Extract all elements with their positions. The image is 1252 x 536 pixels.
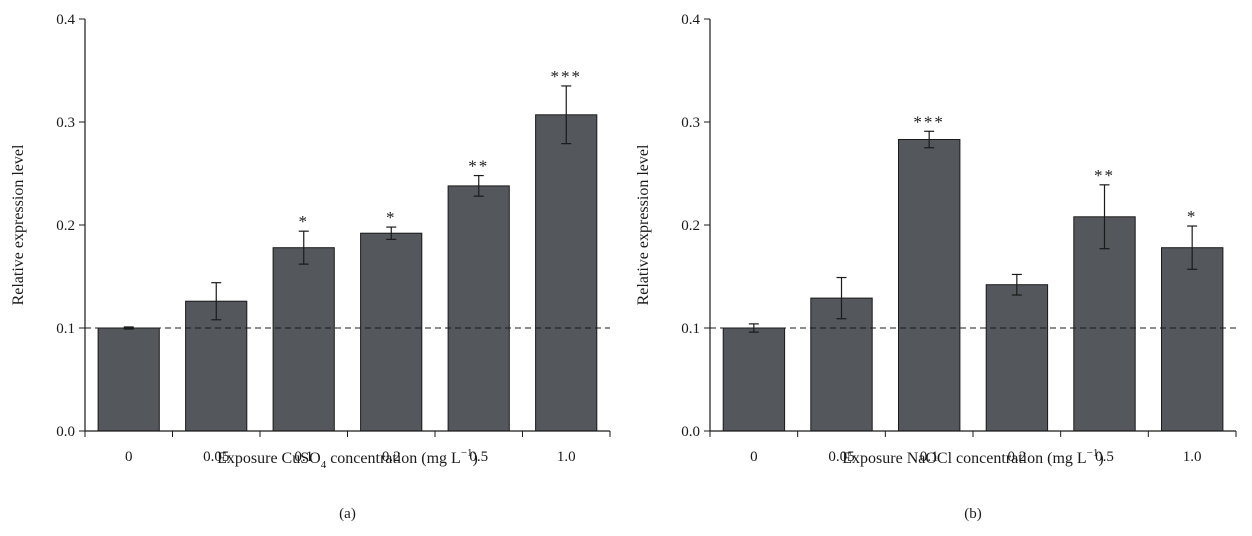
significance-label: * [386, 208, 397, 227]
y-tick-label: 0.0 [681, 424, 700, 440]
bar [360, 232, 423, 432]
bar [1073, 216, 1136, 432]
x-tick-label: 0.05 [828, 449, 854, 465]
x-tick-label: 1.0 [1183, 449, 1202, 465]
x-axis-title-superscript: −1 [461, 447, 473, 459]
significance-label: ** [1094, 166, 1115, 185]
significance-label: *** [913, 112, 945, 131]
y-tick-label: 0.2 [681, 218, 700, 234]
x-tick-label: 0.5 [469, 449, 488, 465]
x-axis-title-part: Exposure NaOCl concentration (mg L [842, 450, 1086, 467]
y-tick-label: 0.1 [56, 321, 75, 337]
x-axis-title: Exposure CuSO4 concentration (mg L−1) [217, 447, 478, 471]
x-tick-label: 0.1 [294, 449, 313, 465]
x-tick-label: 0 [750, 449, 758, 465]
y-tick-label: 0.3 [681, 115, 700, 131]
x-axis-title-part: ) [1098, 450, 1103, 467]
x-tick-label: 0.2 [1007, 449, 1026, 465]
chart-panel-b: 0 0.05 *** 0.1 0.2 ** 0.5 * 1.0 0.0 0.1 0.2 0.3 0.4 Re… [635, 12, 1237, 522]
x-axis-title: Exposure NaOCl concentration (mg L−1) [842, 447, 1103, 467]
bar [810, 297, 873, 432]
y-tick-label: 0.1 [681, 321, 700, 337]
significance-label: *** [551, 67, 583, 86]
x-axis-title-part: Exposure CuSO [217, 450, 321, 467]
bar [97, 327, 160, 432]
y-axis-title: Relative expression level [635, 144, 652, 305]
y-tick-label: 0.4 [56, 12, 75, 28]
significance-label: * [299, 212, 310, 231]
y-tick-label: 0.0 [56, 424, 75, 440]
bar [898, 139, 961, 432]
significance-label: * [1187, 207, 1198, 226]
panel-label: (b) [964, 506, 982, 522]
x-axis-title-subscript: 4 [321, 459, 327, 471]
bar [985, 284, 1049, 432]
y-tick-label: 0.4 [681, 12, 700, 28]
x-axis-title-superscript: −1 [1087, 447, 1099, 459]
bar [185, 300, 248, 432]
x-tick-label: 0.05 [203, 449, 229, 465]
y-axis-title: Relative expression level [10, 144, 27, 305]
panel-label: (a) [339, 506, 356, 522]
bar [1161, 247, 1224, 432]
x-tick-label: 0.2 [382, 449, 401, 465]
x-axis-title-part: concentration (mg L [326, 450, 461, 467]
chart-panel-a: 0 0.05 * 0.1 * 0.2 ** 0.5 *** 1.0 0.0 0.1 0.2 0.3 0.4 R… [10, 12, 611, 522]
bar [447, 185, 510, 432]
y-tick-label: 0.2 [56, 218, 75, 234]
bar [535, 114, 598, 432]
x-tick-label: 0.1 [920, 449, 939, 465]
significance-label: ** [468, 157, 489, 176]
x-axis-title-part: ) [473, 450, 478, 467]
x-tick-label: 1.0 [557, 449, 576, 465]
x-tick-label: 0.5 [1095, 449, 1114, 465]
y-tick-label: 0.3 [56, 115, 75, 131]
bar [722, 327, 786, 432]
bar [272, 247, 335, 432]
x-tick-label: 0 [125, 449, 133, 465]
